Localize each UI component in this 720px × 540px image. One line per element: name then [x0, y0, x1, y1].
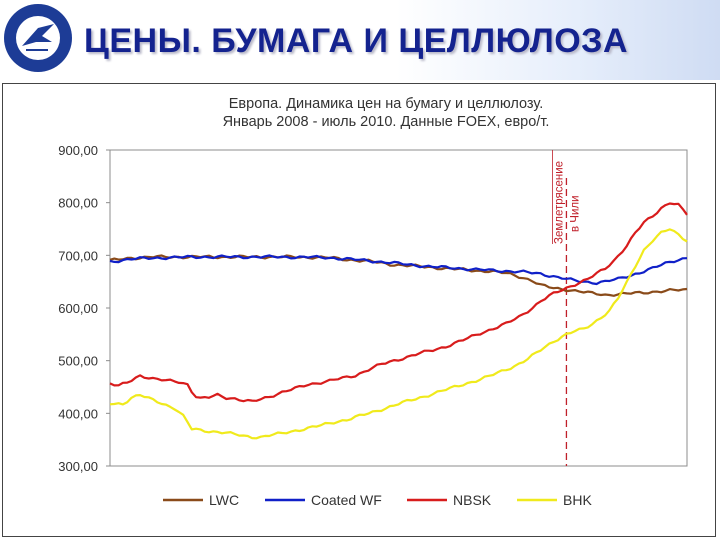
chart-title-line-1: Европа. Динамика цен на бумагу и целлюло… [228, 96, 544, 112]
legend-label: NBSK [453, 492, 492, 508]
chart-title-line-2: Январь 2008 - июль 2010. Данные FOEX, ев… [222, 114, 550, 130]
line-chart: 900,00 800,00 700,00 600,00 500,00 400,00 300,… [58, 143, 688, 508]
annotation-label-line-2: в Чили [569, 195, 581, 232]
annotation-label-line-1: Землетрясение [553, 161, 565, 244]
y-tick-label: 900,00 [58, 143, 98, 158]
bird-logo-icon [4, 4, 72, 72]
slide-header: ЦЕНЫ. БУМАГА И ЦЕЛЛЮЛОЗА [0, 0, 720, 80]
y-tick-label: 800,00 [58, 196, 98, 211]
y-tick-label: 500,00 [58, 354, 98, 369]
legend-label: BHK [563, 492, 592, 508]
y-tick-label: 600,00 [58, 301, 98, 316]
legend-label: Coated WF [311, 492, 382, 508]
series-line-coated-wf [109, 254, 688, 286]
series-line-bhk [109, 228, 688, 440]
y-tick-label: 700,00 [58, 248, 98, 263]
series-line-nbsk [109, 202, 688, 403]
y-tick-label: 400,00 [58, 406, 98, 421]
plot-area [109, 149, 688, 467]
legend-label: LWC [209, 492, 239, 508]
page-title: ЦЕНЫ. БУМАГА И ЦЕЛЛЮЛОЗА [84, 22, 629, 60]
chart-frame: Европа. Динамика цен на бумагу и целлюло… [2, 83, 716, 537]
y-tick-label: 300,00 [58, 459, 98, 474]
